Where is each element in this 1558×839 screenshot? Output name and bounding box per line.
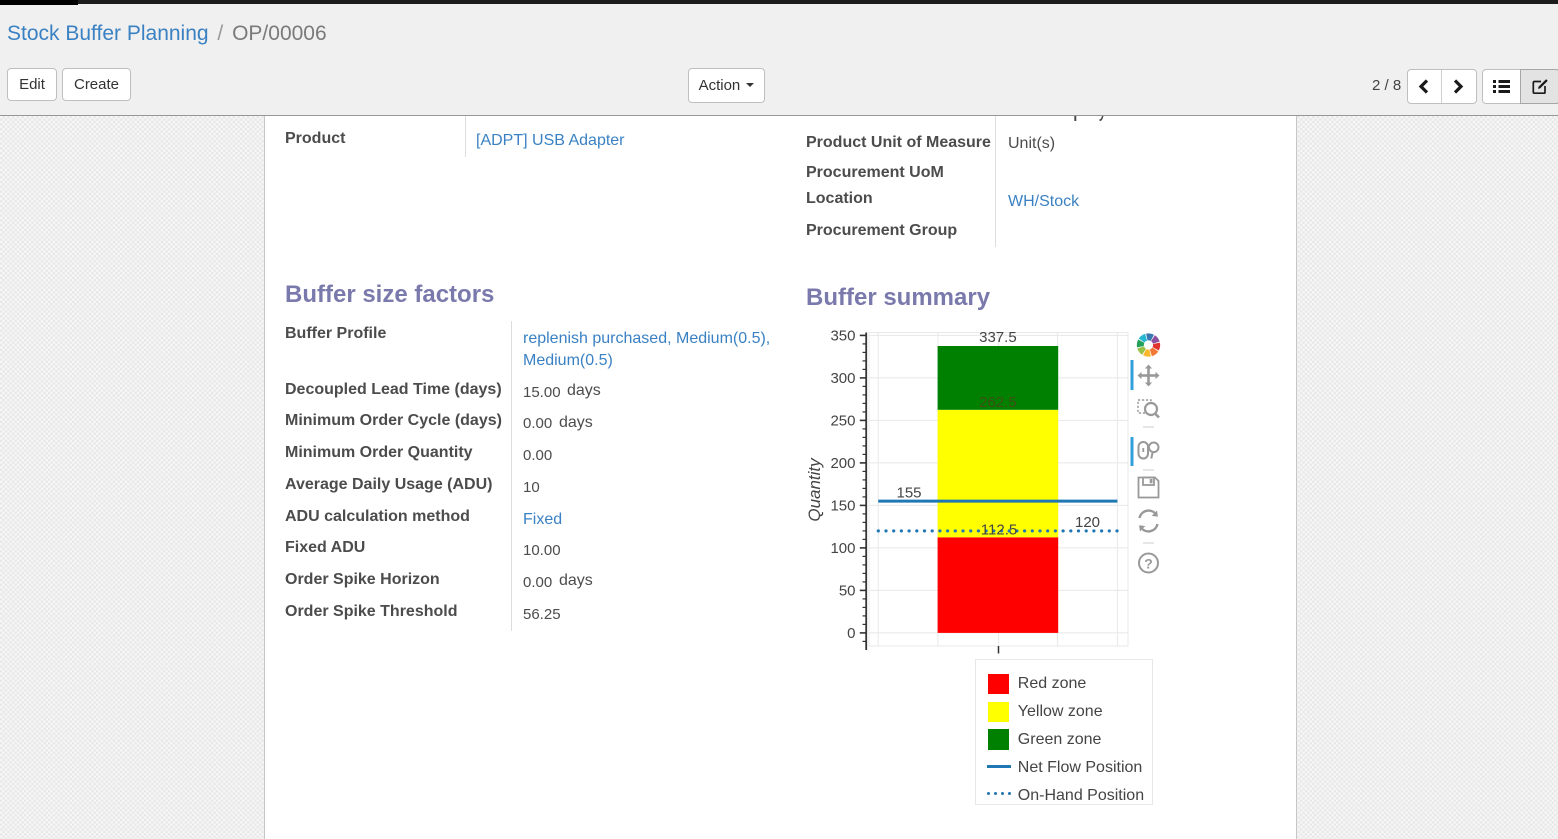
svg-text:120: 120 xyxy=(1075,514,1100,531)
svg-text:350: 350 xyxy=(830,327,855,344)
svg-text:100: 100 xyxy=(830,540,855,557)
svg-text:50: 50 xyxy=(839,582,856,599)
svg-text:150: 150 xyxy=(830,497,855,514)
svg-text:300: 300 xyxy=(830,370,855,387)
svg-text:200: 200 xyxy=(830,455,855,472)
svg-text:155: 155 xyxy=(896,485,921,502)
svg-text:112.5: 112.5 xyxy=(981,521,1017,538)
svg-text:250: 250 xyxy=(830,412,855,429)
svg-text:337.5: 337.5 xyxy=(979,329,1017,346)
svg-text:0: 0 xyxy=(847,625,855,642)
svg-text:?: ? xyxy=(1144,556,1153,572)
svg-text:Quantity: Quantity xyxy=(805,457,824,522)
svg-text:262.5: 262.5 xyxy=(979,394,1017,411)
